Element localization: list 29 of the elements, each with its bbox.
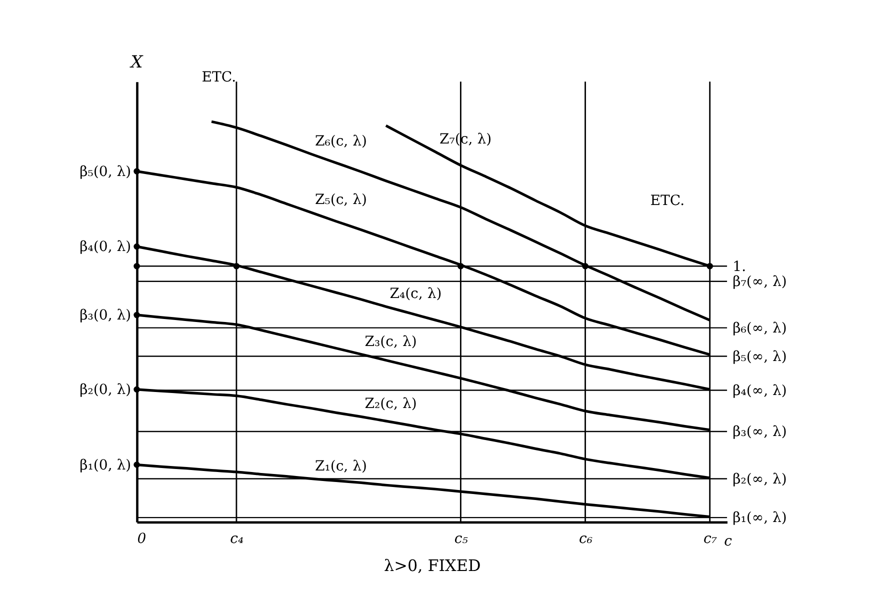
series-label: Z₅(c, λ) xyxy=(314,192,368,208)
series-label: Z₁(c, λ) xyxy=(314,458,368,474)
series-label: Z₆(c, λ) xyxy=(314,134,368,150)
ref-line-label: β₆(∞, λ) xyxy=(732,320,787,336)
x-tick-label: c₆ xyxy=(578,531,593,548)
series-label: Z₄(c, λ) xyxy=(390,286,442,302)
x-tick-label: 0 xyxy=(137,531,146,548)
annotation: β₅(0, λ) xyxy=(80,164,132,180)
annotation: β₄(0, λ) xyxy=(80,239,132,256)
ref-line-label: β₇(∞, λ) xyxy=(732,274,787,290)
x-axis-title: λ>0, FIXED xyxy=(384,556,481,576)
annotation: β₃(0, λ) xyxy=(80,308,132,324)
ref-line-label: β₁(∞, λ) xyxy=(732,510,787,526)
x-tick-label: c₅ xyxy=(454,531,468,548)
series-label: Z₃(c, λ) xyxy=(364,334,417,350)
ref-line-label: β₄(∞, λ) xyxy=(732,382,787,399)
series-label: Z₂(c, λ) xyxy=(364,396,417,412)
text: c xyxy=(724,533,732,550)
ref-line-label: 1. xyxy=(732,258,746,275)
ref-line-label: β₂(∞, λ) xyxy=(732,471,787,488)
y-axis-title: X xyxy=(128,52,144,72)
ref-line-label: β₃(∞, λ) xyxy=(732,424,787,440)
text: ETC. xyxy=(202,70,236,86)
x-tick-label: c₄ xyxy=(230,531,244,548)
ref-line-label: β₅(∞, λ) xyxy=(732,348,787,365)
annotation: ETC. xyxy=(650,193,685,210)
annotation: β₂(0, λ) xyxy=(80,382,132,398)
x-tick-label: c₇ xyxy=(704,531,718,548)
annotation: β₁(0, λ) xyxy=(80,457,132,474)
